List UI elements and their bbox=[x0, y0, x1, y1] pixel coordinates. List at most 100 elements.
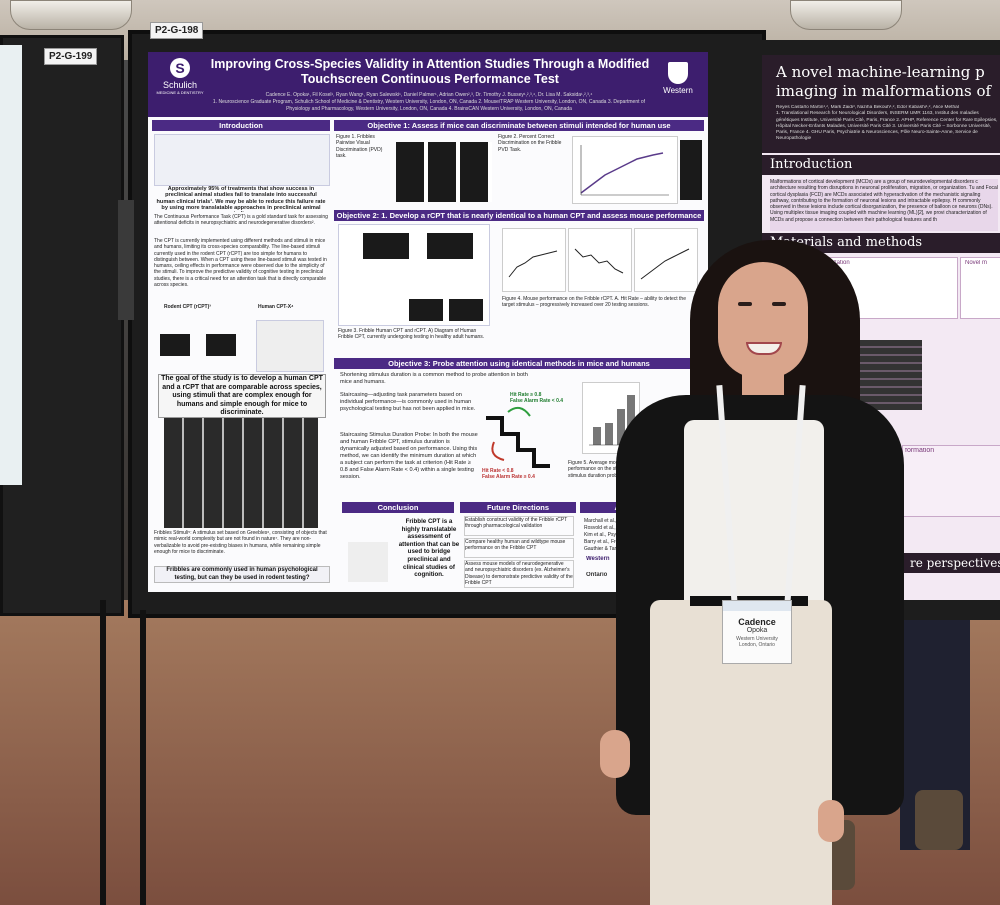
ceiling-lamp bbox=[10, 0, 132, 30]
presenter-eye bbox=[772, 302, 786, 306]
conclusion-text: Fribble CPT is a highly translatable ass… bbox=[398, 518, 460, 579]
schulich-logo-text: Schulich bbox=[162, 80, 198, 90]
fribbles-description: Fribbles Stimuli⁵: A stimulus set based … bbox=[154, 530, 327, 555]
sponsor-logo-ontario: Ontario bbox=[586, 572, 608, 578]
false-alarm-chart bbox=[568, 228, 632, 292]
reference-item: Marchall et al., Jorn bbox=[584, 518, 628, 524]
board-leg bbox=[100, 600, 106, 905]
fribbles-question: Fribbles are commonly used in human psyc… bbox=[154, 566, 330, 583]
badge-organization: Western University bbox=[736, 636, 778, 642]
touchscreen-image bbox=[409, 299, 443, 321]
intro-paragraph-1: Approximately 95% of treatments that sho… bbox=[156, 186, 326, 212]
figure-1-caption: Figure 1. Fribbles Pairwise Visual Discr… bbox=[336, 134, 383, 159]
presenter-face bbox=[718, 262, 808, 378]
objective-2-heading: Objective 2: 1. Develop a rCPT that is n… bbox=[334, 210, 704, 221]
future-item-3: Assess mouse models of neurodegenerative… bbox=[464, 560, 574, 588]
rodent-touchscreen-image bbox=[206, 334, 236, 356]
neighbor-affiliations: Reyes Castaño Martin¹,², Mark Zaidi³, Na… bbox=[776, 105, 1000, 151]
figure-3-caption: Figure 3. Fribble Human CPT and rCPT. A)… bbox=[338, 328, 485, 341]
staircase-diagram bbox=[486, 406, 550, 468]
poster-title: Improving Cross-Species Validity in Atte… bbox=[210, 57, 650, 86]
neighbor-information-label: formation bbox=[905, 448, 935, 454]
author-list: Cadence E. Opoka¹, Fil Kosel¹, Ryan Wang… bbox=[265, 92, 593, 98]
badge-header bbox=[723, 601, 791, 611]
board-leg bbox=[140, 610, 146, 905]
fribble-examples-image bbox=[680, 140, 702, 200]
affiliation-list: 1. Neuroscience Graduate Program, Schuli… bbox=[212, 99, 646, 112]
badge-first-name: Cadence bbox=[738, 617, 776, 627]
name-badge: Cadence Opoka Western University London,… bbox=[722, 600, 792, 664]
future-directions-heading: Future Directions bbox=[460, 502, 576, 513]
presenter-white-top bbox=[684, 420, 824, 610]
future-item-1: Establish construct validity of the Frib… bbox=[464, 516, 574, 536]
neighbor-poster-title: A novel machine-learning p imaging in ma… bbox=[776, 63, 1000, 101]
objective-1-heading: Objective 1: Assess if mice can discrimi… bbox=[334, 120, 704, 131]
ceiling-lamp bbox=[790, 0, 902, 30]
objective-3-heading: Objective 3: Probe attention using ident… bbox=[334, 358, 704, 369]
intro-paragraph-3: The CPT is currently implemented using d… bbox=[154, 238, 327, 289]
sponsor-logo-western: Western bbox=[586, 556, 610, 562]
reference-item: Barry et al., Front. H bbox=[584, 539, 630, 545]
touchscreen-image bbox=[449, 299, 483, 321]
neighbor-information-panel: formation bbox=[902, 445, 1000, 517]
neighbor-poster-header: A novel machine-learning p imaging in ma… bbox=[762, 55, 1000, 153]
human-cpt-figure bbox=[256, 320, 324, 372]
board-number-label: P2-G-199 bbox=[44, 48, 98, 65]
study-goal-box: The goal of the study is to develop a hu… bbox=[158, 374, 326, 418]
fribbles-stimuli-grid bbox=[164, 418, 318, 528]
reference-item: Rosvold et al., Journ bbox=[584, 525, 630, 531]
badge-city: London, Ontario bbox=[739, 642, 775, 648]
research-poster: S Schulich MEDICINE & DENTISTRY Improvin… bbox=[148, 52, 708, 592]
reference-item: Kim et al., Psycholo bbox=[584, 532, 628, 538]
schulich-logo-subtext: MEDICINE & DENTISTRY bbox=[156, 90, 204, 95]
background-person bbox=[118, 200, 134, 320]
objective-3-paragraph-1: Shortening stimulus duration is a common… bbox=[340, 372, 528, 385]
neighbor-introduction-heading: Introduction bbox=[762, 155, 1000, 175]
neighbor-title-line-2: imaging in malformations of bbox=[776, 82, 992, 100]
western-logo-text: Western bbox=[663, 86, 693, 95]
human-cpt-label: Human CPT-X⁴ bbox=[258, 304, 294, 310]
reference-item: Gauthier & Tarr, Visi bbox=[584, 546, 629, 552]
figure-4-caption: Figure 4. Mouse performance on the Fribb… bbox=[502, 296, 686, 309]
neighbor-perspectives-heading: re perspectives bbox=[902, 553, 1000, 573]
neighbor-novel-figure: Novel m bbox=[960, 257, 1000, 319]
staircase-down-criteria: Hit Rate < 0.8 False Alarm Rate ≥ 0.4 bbox=[482, 468, 535, 481]
western-shield-icon bbox=[668, 62, 688, 84]
left-poster-edge bbox=[0, 45, 22, 485]
rodent-cpt-label: Rodent CPT (rCPT)³ bbox=[164, 304, 211, 310]
hit-rate-line bbox=[508, 250, 558, 278]
discrimination-line bbox=[640, 248, 690, 280]
staircase-up-arrow bbox=[507, 406, 531, 417]
introduction-heading: Introduction bbox=[152, 120, 330, 131]
board-number-label: P2-G-198 bbox=[150, 22, 204, 39]
percent-correct-line bbox=[580, 145, 669, 196]
objective-3-paragraph-2: Staircasing—adjusting task parameters ba… bbox=[340, 392, 476, 412]
future-item-2: Compare healthy human and wildtype mouse… bbox=[464, 538, 574, 558]
neighbor-introduction-text: Malformations of cortical development (M… bbox=[770, 179, 998, 231]
neighbor-novel-label: Novel m bbox=[965, 260, 988, 266]
schulich-logo-icon: S bbox=[170, 58, 190, 78]
conclusion-illustration bbox=[348, 542, 388, 582]
schulich-logo: S Schulich MEDICINE & DENTISTRY bbox=[156, 58, 204, 95]
poster-authors: Cadence E. Opoka¹, Fil Kosel¹, Ryan Wang… bbox=[204, 92, 654, 113]
conclusion-heading: Conclusion bbox=[342, 502, 454, 513]
intro-paragraph-2: The Continuous Performance Task (CPT) is… bbox=[154, 214, 328, 227]
discrimination-chart bbox=[634, 228, 698, 292]
rodent-touchscreen-image bbox=[160, 334, 190, 356]
neighbor-title-line-1: A novel machine-learning p bbox=[776, 63, 985, 81]
badge-last-name: Opoka bbox=[746, 627, 768, 634]
neighbor-affiliation-list: 1. Translational Research for Neurologic… bbox=[776, 111, 998, 142]
background-person-shoe bbox=[915, 790, 963, 850]
percent-correct-chart bbox=[572, 136, 678, 204]
presenter-hand bbox=[600, 730, 630, 778]
neighbor-authors: Reyes Castaño Martin¹,², Mark Zaidi³, Na… bbox=[776, 105, 959, 110]
pvd-stimuli-image bbox=[396, 142, 492, 202]
staircase-up-criteria: Hit Rate ≥ 0.8 False Alarm Rate < 0.4 bbox=[510, 392, 564, 405]
figure-5-caption: Figure 5. Average mouse performance on t… bbox=[568, 460, 637, 479]
staircase-down-arrow bbox=[491, 441, 505, 461]
presenter-hand bbox=[818, 800, 844, 842]
touchscreen-image bbox=[363, 233, 409, 259]
figure-2-caption: Figure 2. Percent Correct Discrimination… bbox=[498, 134, 562, 153]
false-alarm-line bbox=[574, 248, 624, 274]
poster-header: S Schulich MEDICINE & DENTISTRY Improvin… bbox=[148, 52, 708, 117]
